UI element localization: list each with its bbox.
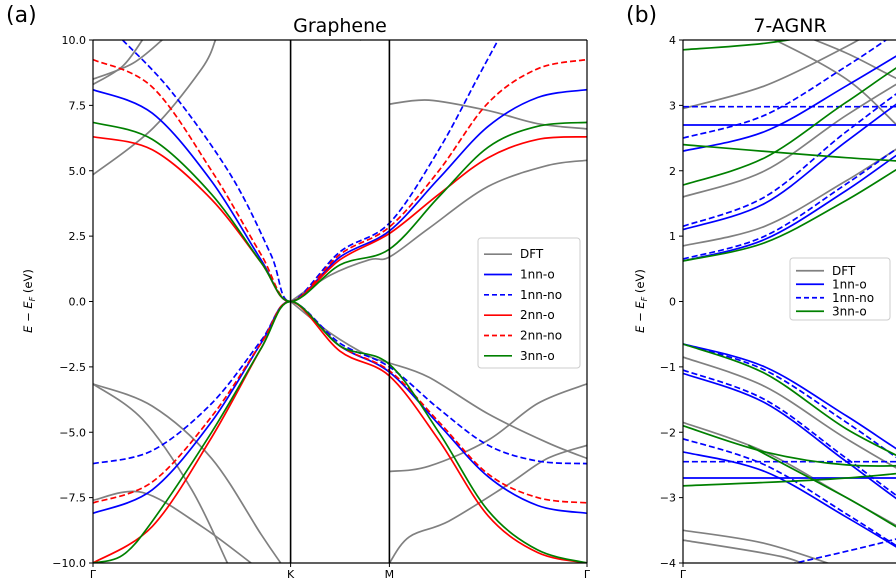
series-dft-curve-3	[683, 356, 896, 469]
series-3nn-o-curve-6	[683, 472, 896, 487]
series-1nn-no-curve-1	[683, 93, 896, 228]
y-tick-label: 7.5	[69, 99, 87, 112]
legend-label-dft: DFT	[520, 247, 544, 261]
series-3nn-o-curve-3	[683, 40, 794, 51]
series-dft-curve-8	[389, 383, 587, 473]
series-1nn-o-curve-4	[683, 343, 896, 450]
series-3nn-o-curve-0	[93, 300, 587, 563]
series-dft-curve-7	[290, 159, 587, 303]
y-tick-label: 5.0	[69, 165, 87, 178]
series-1nn-no-curve-7	[683, 437, 896, 547]
series-1nn-o-curve-7	[683, 451, 896, 548]
panel-a-axes: −10.0 −7.5 −5.0 −2.5 0.0 2.5 5.0 7.5 10.0 Γ K M Γ	[52, 34, 591, 581]
series-dft-curve-7	[812, 40, 896, 80]
y-tick-label: −5.0	[59, 426, 86, 439]
series-dft-curve-5	[93, 40, 144, 86]
y-tick-label: 0.0	[69, 296, 87, 309]
series-dft-curve-1	[93, 383, 229, 563]
x-tick-label: Γ	[680, 568, 687, 581]
x-tick-label: Γ	[584, 568, 591, 581]
legend-label-3nn-o: 3nn-o	[520, 349, 555, 363]
panel-a-tag: (a)	[6, 3, 37, 28]
series-dft-curve-2	[683, 40, 861, 110]
x-tick-label: Γ	[90, 568, 97, 581]
y-tick-label: 1	[669, 230, 676, 243]
series-1nn-no-curve-0	[683, 148, 896, 260]
legend-label-dft: DFT	[832, 264, 856, 278]
y-tick-label: −4	[660, 557, 676, 570]
panel-b-tag: (b)	[626, 3, 657, 28]
legend-label-1nn-o: 1nn-o	[832, 277, 867, 291]
y-tick-label: 10.0	[62, 34, 87, 47]
series-dft-curve-3	[93, 40, 217, 176]
series-1nn-o-curve-0	[683, 154, 896, 262]
legend-label-3nn-o: 3nn-o	[832, 304, 867, 318]
panel-b-axes: −4 −3 −2 −1 0 1 2 3 4 Γ	[660, 34, 896, 581]
series-3nn-o-curve-0	[683, 168, 896, 262]
series-3nn-o-curve-2	[683, 143, 896, 162]
series-3nn-o-curve-5	[683, 424, 896, 467]
series-3nn-o-curve-7	[748, 444, 896, 528]
legend-label-1nn-no: 1nn-no	[832, 291, 874, 305]
series-3nn-o-curve-1	[93, 121, 587, 303]
series-1nn-o-curve-2	[683, 55, 896, 152]
panel-b-ylabel-text: E − EF (eV)	[633, 269, 649, 333]
series-dft-curve-0	[93, 383, 282, 563]
series-1nn-no-curve-2	[683, 40, 888, 139]
y-tick-label: −10.0	[52, 557, 86, 570]
series-1nn-o-curve-1	[93, 88, 587, 303]
y-tick-label: −2.5	[59, 361, 86, 374]
series-dft-curve-0	[683, 148, 896, 247]
panel-b-ylabel: E − EF (eV)	[633, 269, 649, 333]
y-tick-label: −3	[660, 492, 676, 505]
series-dft-curve-6	[290, 300, 587, 460]
series-1nn-no-curve-8	[791, 538, 896, 563]
series-2nn-no-curve-1	[93, 58, 587, 303]
y-tick-label: 4	[669, 34, 676, 47]
panel-b-title: 7-AGNR	[753, 15, 826, 37]
panel-a-legend: DFT 1nn-o 1nn-no 2nn-o 2nn-no 3nn-o	[477, 237, 581, 369]
legend-label-2nn-o: 2nn-o	[520, 308, 555, 322]
series-dft-curve-1	[683, 83, 896, 198]
panel-a-title: Graphene	[293, 15, 387, 37]
panel-b-plot-area	[683, 40, 896, 563]
y-tick-label: −2	[660, 426, 676, 439]
x-tick-label: K	[287, 568, 295, 581]
legend-frame	[789, 257, 891, 321]
panel-graphene: (a) Graphene E − EF (eV) −10.0 −7.5 −5.0 −2…	[6, 3, 591, 581]
x-tick-label: M	[385, 568, 395, 581]
series-dft-curve-4	[93, 40, 163, 80]
series-dft-curve-9	[389, 99, 587, 130]
series-dft-curve-5	[683, 529, 831, 563]
y-tick-label: 2	[669, 165, 676, 178]
y-tick-label: 3	[669, 99, 676, 112]
series-3nn-o-curve-1	[683, 67, 896, 186]
y-tick-label: 2.5	[69, 230, 87, 243]
series-dft-curve-2	[93, 490, 252, 563]
y-tick-label: −1	[660, 361, 676, 374]
panel-a-ylabel: E − EF (eV)	[21, 269, 37, 333]
series-dft-curve-6	[683, 539, 804, 563]
panel-a-ylabel-text: E − EF (eV)	[21, 269, 37, 333]
y-tick-label: −7.5	[59, 492, 86, 505]
series-2nn-o-curve-0	[93, 300, 587, 563]
series-1nn-no-curve-0	[93, 300, 587, 465]
series-1nn-no-curve-1	[121, 40, 499, 303]
y-tick-label: 0	[669, 296, 676, 309]
series-2nn-o-curve-1	[93, 135, 587, 303]
panel-a-plot-area	[93, 40, 587, 563]
series-1nn-o-curve-1	[683, 103, 896, 231]
legend-label-1nn-o: 1nn-o	[520, 268, 555, 282]
legend-label-2nn-no: 2nn-no	[520, 329, 562, 343]
series-1nn-no-curve-4	[683, 343, 896, 459]
panel-7agnr: (b) 7-AGNR E − EF (eV) −4 −3 −2 −1 0 1 2 3 4 Γ DF…	[626, 3, 896, 581]
legend-label-1nn-no: 1nn-no	[520, 288, 562, 302]
series-3nn-o-curve-4	[683, 343, 896, 457]
